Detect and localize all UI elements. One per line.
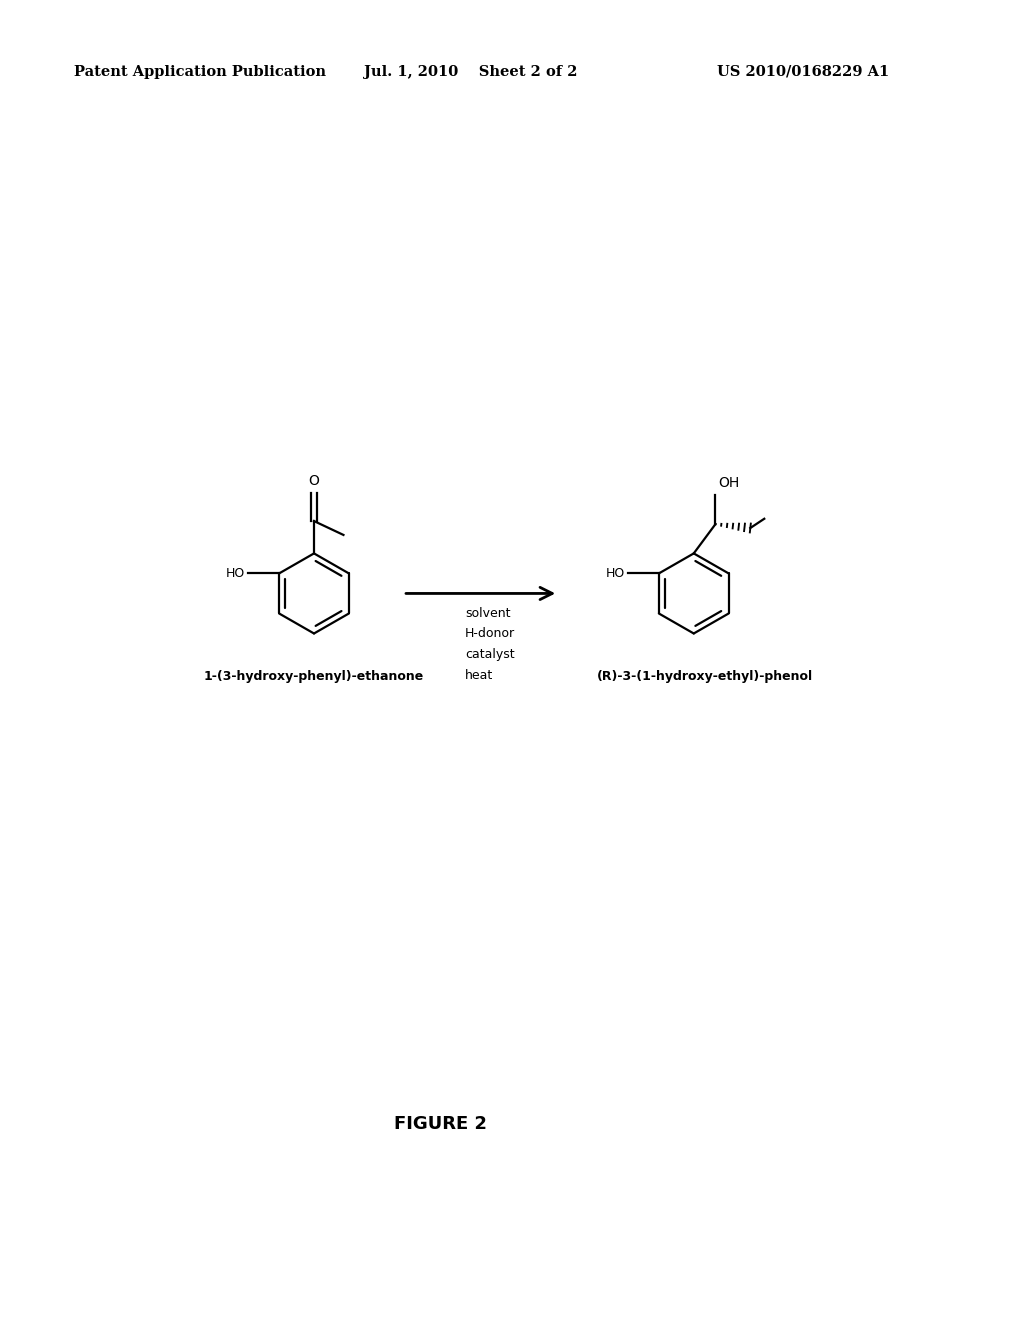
Text: solvent: solvent bbox=[465, 607, 511, 619]
Text: US 2010/0168229 A1: US 2010/0168229 A1 bbox=[717, 65, 889, 79]
Text: HO: HO bbox=[225, 566, 245, 579]
Text: H-donor: H-donor bbox=[465, 627, 515, 640]
Text: catalyst: catalyst bbox=[465, 648, 515, 661]
Text: Jul. 1, 2010    Sheet 2 of 2: Jul. 1, 2010 Sheet 2 of 2 bbox=[364, 65, 577, 79]
Text: FIGURE 2: FIGURE 2 bbox=[394, 1115, 486, 1134]
Text: Patent Application Publication: Patent Application Publication bbox=[74, 65, 326, 79]
Text: heat: heat bbox=[465, 669, 494, 682]
Text: HO: HO bbox=[605, 566, 625, 579]
Text: OH: OH bbox=[718, 477, 739, 490]
Text: O: O bbox=[308, 474, 319, 488]
Text: (R)-3-(1-hydroxy-ethyl)-phenol: (R)-3-(1-hydroxy-ethyl)-phenol bbox=[597, 671, 813, 684]
Text: 1-(3-hydroxy-phenyl)-ethanone: 1-(3-hydroxy-phenyl)-ethanone bbox=[204, 671, 424, 684]
